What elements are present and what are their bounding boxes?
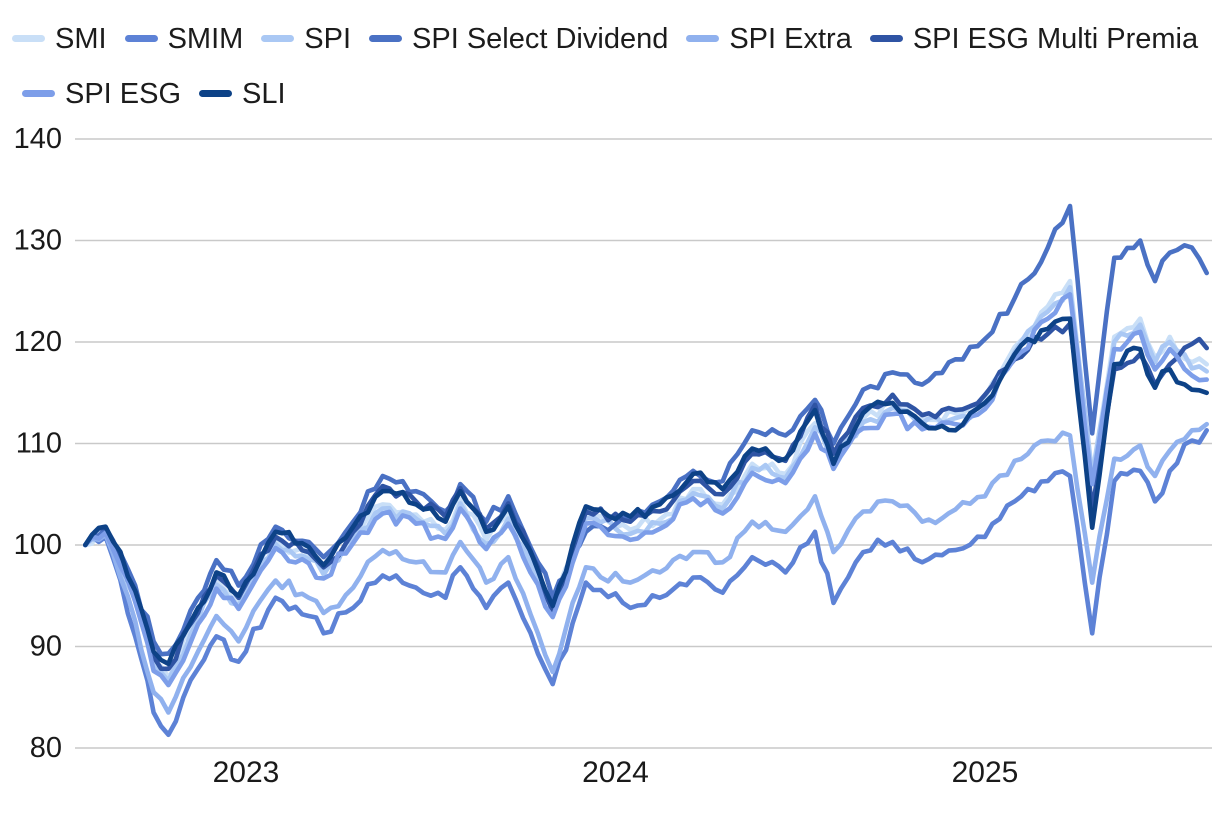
gridlines [75, 138, 1212, 749]
series-line-spi-extra[interactable] [83, 421, 1209, 715]
x-tick-label-2025: 2025 [952, 756, 1019, 789]
legend-label-spi: SPI [304, 23, 352, 55]
chart-legend: SMI SMIM SPI SPI Select Dividend SPI Extra SP… [0, 0, 1218, 122]
series-line-sli[interactable] [83, 316, 1209, 667]
legend-swatch-spi-select-dividend [369, 34, 403, 42]
y-tick-label-100: 100 [14, 529, 62, 561]
legend-item-spi[interactable]: SPI [249, 23, 351, 55]
y-tick-label-140: 140 [14, 123, 62, 155]
x-axis-labels: 2023 2024 2025 [213, 756, 1019, 789]
legend-swatch-spi-esg-multi-premia [869, 34, 903, 42]
series-line-smim[interactable] [83, 427, 1209, 738]
legend-label-spi-extra: SPI Extra [729, 23, 852, 55]
legend-label-spi-select-dividend: SPI Select Dividend [412, 23, 669, 55]
legend-label-sli: SLI [242, 78, 286, 110]
legend-item-spi-esg-multi-premia[interactable]: SPI ESG Multi Premia [858, 23, 1198, 55]
series-line-spi-esg-multi-premia[interactable] [83, 321, 1209, 672]
legend-swatch-smim [124, 34, 158, 42]
legend-swatch-spi-esg [22, 89, 55, 97]
y-axis-labels: 80 90 100 110 120 130 140 [14, 123, 62, 764]
legend-item-sli[interactable]: SLI [187, 78, 286, 110]
legend-item-spi-extra[interactable]: SPI Extra [674, 23, 852, 55]
series-line-spi-select-dividend[interactable] [83, 203, 1209, 657]
y-tick-label-80: 80 [30, 732, 62, 764]
legend-item-spi-select-dividend[interactable]: SPI Select Dividend [357, 23, 668, 55]
legend-item-smim[interactable]: SMIM [113, 23, 244, 55]
y-tick-label-120: 120 [14, 326, 62, 358]
legend-swatch-smi [12, 34, 45, 42]
y-tick-label-90: 90 [30, 631, 62, 663]
legend-label-spi-esg-multi-premia: SPI ESG Multi Premia [912, 23, 1199, 55]
legend-label-spi-esg: SPI ESG [65, 78, 182, 110]
legend-swatch-sli [199, 89, 233, 97]
x-tick-label-2024: 2024 [582, 756, 649, 789]
legend-item-smi[interactable]: SMI [10, 23, 107, 55]
series-line-spi-esg[interactable] [83, 291, 1209, 688]
legend-label-smi: SMI [55, 23, 107, 55]
y-tick-label-110: 110 [16, 428, 62, 460]
y-tick-label-130: 130 [14, 225, 62, 257]
index-performance-chart[interactable]: 80 90 100 110 120 130 140 2023 2024 2025 [0, 122, 1220, 802]
series-lines [83, 203, 1209, 738]
legend-swatch-spi [261, 34, 295, 42]
legend-swatch-spi-extra [686, 34, 720, 42]
legend-item-spi-esg[interactable]: SPI ESG [10, 78, 181, 110]
legend-label-smim: SMIM [167, 23, 244, 55]
x-tick-label-2023: 2023 [213, 756, 280, 789]
